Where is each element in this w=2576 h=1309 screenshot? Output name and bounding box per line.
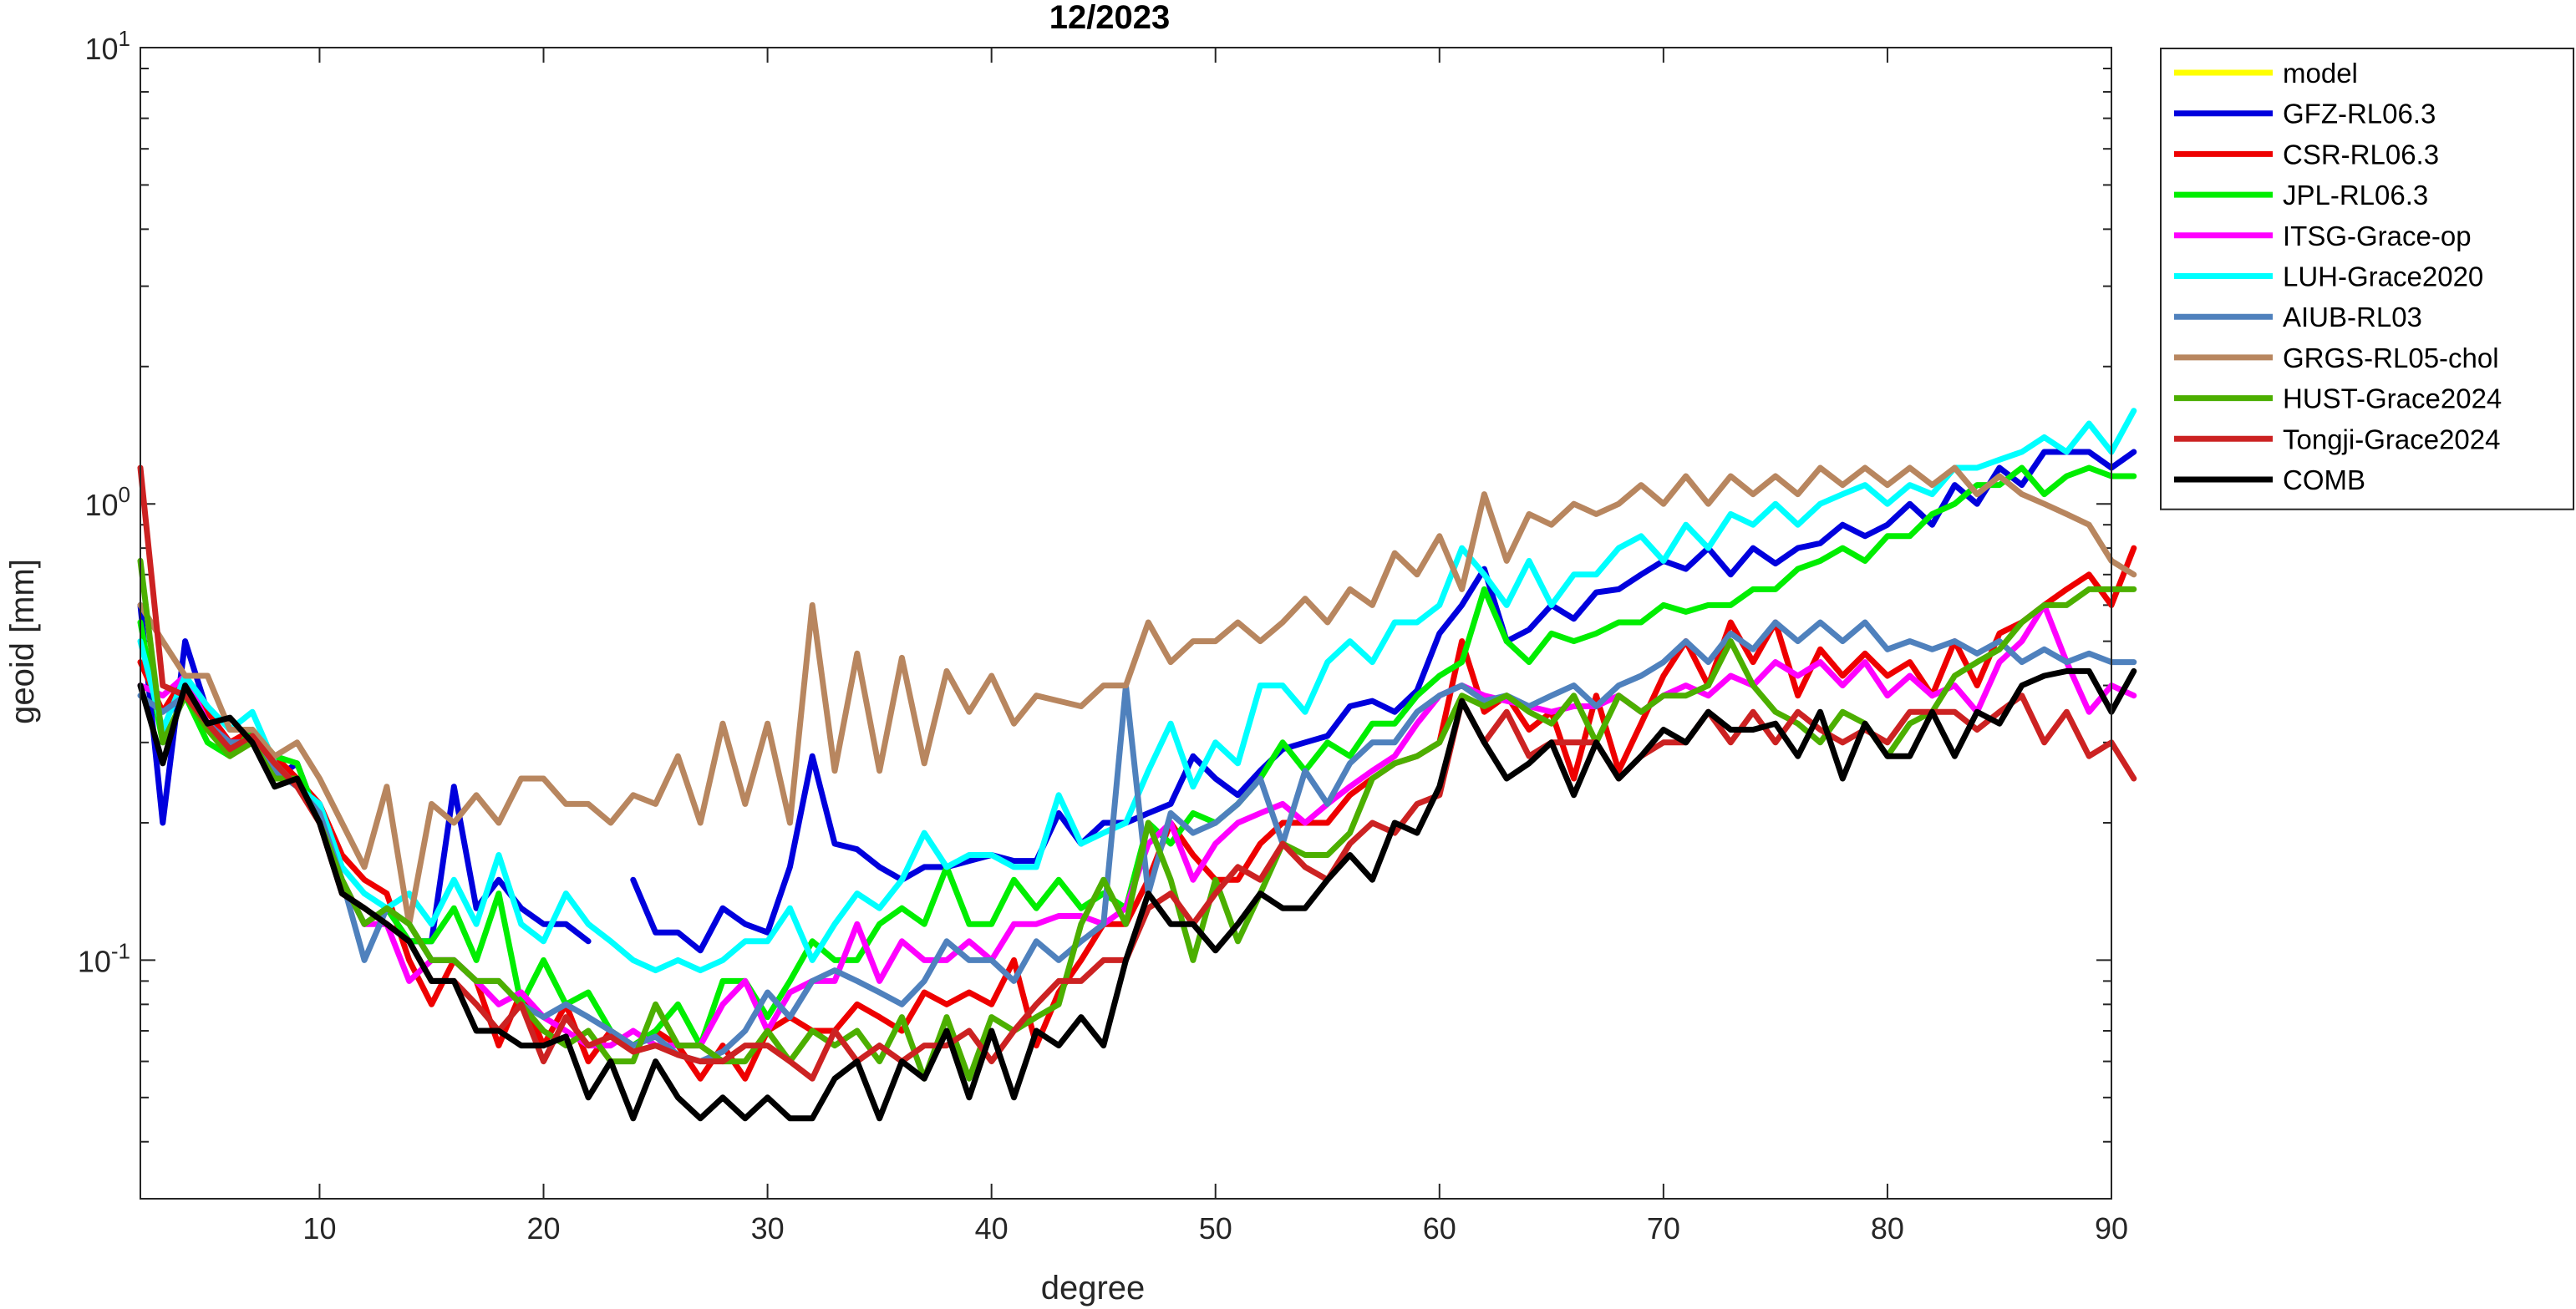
legend-label-comb: COMB: [2283, 464, 2365, 495]
legend: model GFZ-RL06.3 CSR-RL06.3 JPL-RL06.3 ITSG-…: [2160, 48, 2574, 510]
legend-label-hust-grace2024: HUST-Grace2024: [2283, 383, 2502, 414]
x-axis-label: degree: [1041, 1270, 1146, 1306]
x-tick-label: 20: [526, 1211, 560, 1246]
legend-label-grgs-rl05-chol: GRGS-RL05-chol: [2283, 342, 2499, 373]
x-tick-label: 30: [751, 1211, 785, 1246]
legend-label-tongji-grace2024: Tongji-Grace2024: [2283, 424, 2501, 454]
plot-background: [140, 48, 2111, 1199]
y-tick-label: 10-1: [78, 938, 130, 978]
y-tick-label: 100: [84, 482, 130, 522]
legend-label-jpl-rl06-3: JPL-RL06.3: [2283, 180, 2428, 211]
series-line-grgs-rl05-chol: [137, 464, 2137, 927]
plot-area: 10 20 30 40 50 60 70 80 90 10-1 100 101: [78, 26, 2137, 1246]
legend-label-itsg-grace-op: ITSG-Grace-op: [2283, 221, 2472, 251]
legend-label-csr-rl06-3: CSR-RL06.3: [2283, 139, 2439, 170]
chart-title: 12/2023: [1049, 0, 1171, 36]
x-tick-label: 60: [1423, 1211, 1456, 1246]
y-tick-label: 101: [84, 26, 130, 66]
x-tick-label: 40: [975, 1211, 1009, 1246]
x-tick-label: 70: [1647, 1211, 1680, 1246]
legend-label-luh-grace2020: LUH-Grace2020: [2283, 261, 2483, 292]
series-line-comb: [137, 667, 2137, 1122]
plot-frame: [140, 47, 2112, 1200]
legend-label-gfz-rl06-3: GFZ-RL06.3: [2283, 99, 2436, 129]
legend-label-model: model: [2283, 58, 2358, 89]
legend-label-aiub-rl03: AIUB-RL03: [2283, 302, 2422, 332]
x-tick-label: 90: [2095, 1211, 2128, 1246]
x-tick-label: 50: [1199, 1211, 1232, 1246]
x-tick-label: 10: [302, 1211, 336, 1246]
x-tick-label: 80: [1871, 1211, 1904, 1246]
y-axis-label: geoid [mm]: [4, 559, 41, 724]
series-line-hust-grace2024: [137, 557, 2137, 1082]
